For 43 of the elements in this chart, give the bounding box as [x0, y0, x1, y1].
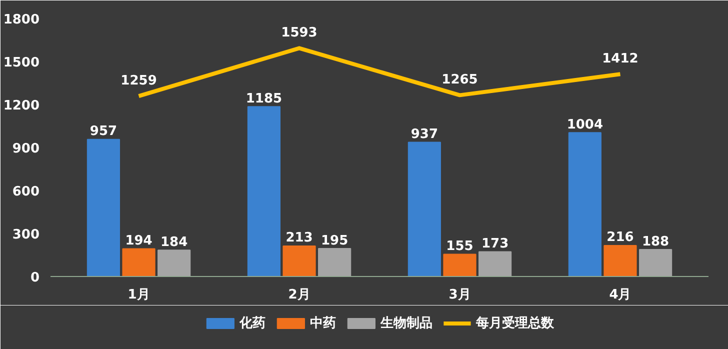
data-label: 195: [320, 233, 348, 248]
y-tick-label: 900: [12, 142, 40, 156]
legend-label: 化药: [238, 315, 266, 331]
bar: [86, 138, 120, 276]
bar: [318, 248, 352, 276]
x-tick-label: 3月: [448, 288, 471, 302]
bar: [158, 250, 191, 276]
bar: [638, 249, 672, 276]
data-label: 1412: [602, 52, 638, 67]
bar: [247, 106, 280, 276]
bar: [282, 245, 316, 276]
data-label: 213: [286, 230, 313, 246]
y-tick-label: 300: [12, 228, 40, 242]
data-label: 1593: [281, 26, 318, 41]
bar: [443, 254, 476, 276]
data-label: 957: [90, 124, 118, 140]
y-tick-label: 600: [12, 184, 40, 200]
y-tick-label: 1800: [3, 12, 40, 28]
data-label: 1185: [246, 91, 282, 106]
bar: [568, 132, 602, 276]
data-label: 184: [160, 234, 188, 250]
data-label: 173: [481, 236, 509, 252]
legend-label: 生物制品: [379, 316, 432, 331]
data-label: 1259: [120, 74, 157, 89]
y-tick-label: 1200: [3, 98, 40, 114]
data-label: 155: [446, 238, 474, 254]
y-tick-label: 0: [30, 270, 40, 286]
bar: [478, 251, 512, 276]
legend-label: 中药: [310, 315, 336, 331]
data-label: 216: [606, 230, 634, 246]
bar: [408, 142, 441, 276]
x-tick-label: 2月: [288, 288, 310, 302]
bar: [122, 248, 156, 276]
data-label: 1265: [442, 72, 478, 88]
x-tick-label: 1月: [128, 288, 150, 302]
bar: [604, 245, 637, 276]
data-label: 1004: [566, 117, 604, 132]
data-label: 188: [642, 234, 670, 250]
legend-label: 每月受理总数: [475, 315, 556, 331]
data-label: 937: [410, 126, 438, 142]
y-tick-label: 1500: [3, 56, 40, 70]
data-label: 194: [125, 233, 152, 248]
x-tick-label: 4月: [609, 288, 632, 302]
